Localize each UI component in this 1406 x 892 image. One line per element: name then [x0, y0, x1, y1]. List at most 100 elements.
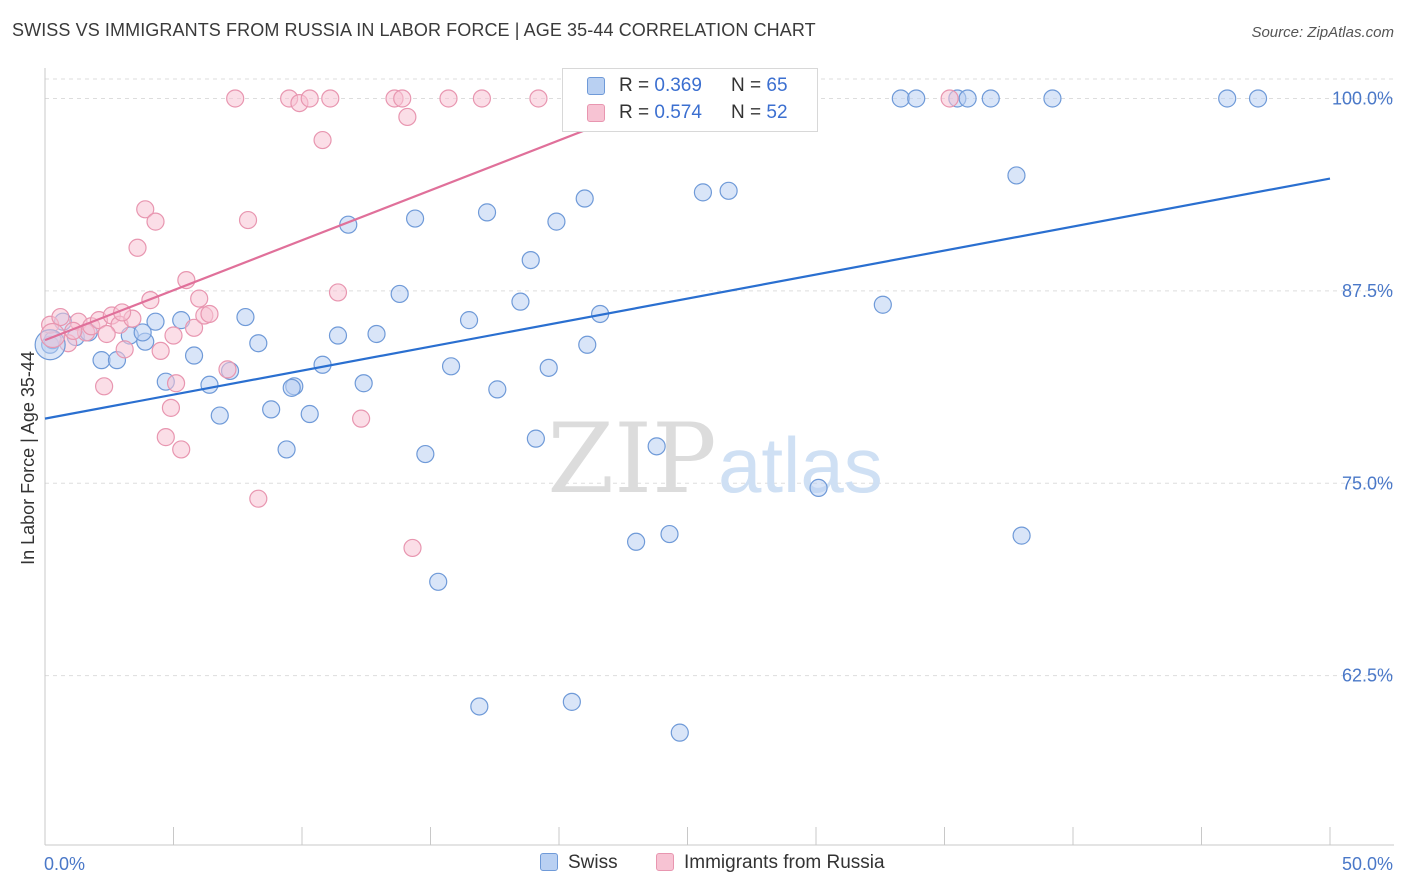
swiss-point	[958, 89, 977, 108]
chart-title: SWISS VS IMMIGRANTS FROM RUSSIA IN LABOR…	[12, 20, 816, 40]
x-tick-label-min: 0.0%	[44, 854, 85, 874]
swiss-point	[459, 311, 479, 330]
swiss-point	[526, 429, 545, 448]
trend-layer	[44, 94, 1331, 420]
swiss-point	[891, 89, 910, 108]
legend-r-label: R =	[619, 75, 650, 96]
swiss-point	[539, 358, 558, 377]
watermark-zip: ZIP	[547, 403, 716, 515]
grid-layer	[45, 78, 1394, 677]
legend-r-swiss: R = 0.369	[619, 75, 702, 97]
swiss-point	[477, 203, 497, 222]
bottom-legend-swiss[interactable]: Swiss	[540, 852, 618, 874]
bottom-legend-russia[interactable]: Immigrants from Russia	[656, 852, 885, 874]
bottom-legend-swatch-russia	[656, 853, 674, 871]
swiss-point	[405, 209, 425, 228]
russia-point	[151, 341, 170, 361]
legend-swatch-swiss	[587, 77, 605, 95]
swiss-point	[249, 334, 268, 353]
russia-point	[249, 489, 268, 508]
legend-n-russia: N = 52	[731, 102, 788, 124]
russia-point	[529, 89, 548, 108]
y-axis-label: In Labor Force | Age 35-44	[18, 351, 38, 565]
swiss-point	[300, 404, 319, 424]
swiss-point	[146, 312, 165, 331]
swiss-point	[282, 378, 301, 397]
bottom-legend-swatch-swiss	[540, 853, 558, 871]
swiss-point	[809, 478, 828, 498]
russia-trendline	[44, 94, 676, 342]
swiss-point	[390, 284, 409, 304]
legend-n-label: N =	[731, 102, 762, 123]
swiss-point	[907, 89, 926, 108]
swiss-point	[200, 375, 219, 394]
swiss-trendline	[44, 177, 1331, 420]
russia-point	[398, 107, 417, 127]
swiss-point	[1012, 526, 1031, 545]
swiss-point	[660, 524, 679, 544]
russia-point	[940, 89, 959, 108]
legend-r-russia: R = 0.574	[619, 102, 702, 124]
russia-point	[393, 89, 412, 108]
swiss-point	[210, 406, 229, 425]
swiss-point	[277, 440, 296, 459]
russia-point	[97, 324, 116, 344]
russia-point	[146, 212, 165, 231]
russia-point	[190, 289, 209, 308]
swiss-point	[1043, 89, 1062, 108]
russia-point	[403, 538, 422, 558]
swiss-point	[981, 89, 1000, 108]
y-tick-label: 87.5%	[1342, 281, 1393, 301]
swiss-point	[184, 346, 204, 365]
swiss-point	[626, 532, 646, 551]
swiss-point	[1218, 89, 1237, 108]
stats-legend: R = 0.369 N = 65 R = 0.574 N = 52	[562, 68, 818, 132]
swiss-point	[416, 444, 435, 464]
russia-point	[128, 238, 147, 257]
russia-point	[472, 89, 491, 108]
russia-point	[115, 340, 134, 359]
russia-point	[161, 398, 181, 417]
watermark: ZIP atlas	[547, 403, 882, 515]
legend-swatch-russia	[587, 104, 605, 122]
swiss-point	[1007, 166, 1026, 185]
russia-point	[164, 326, 183, 345]
russia-point	[439, 89, 458, 108]
russia-point	[95, 377, 114, 396]
russia-point	[166, 374, 186, 393]
swiss-point	[693, 183, 713, 202]
swiss-point	[236, 307, 255, 327]
swiss-point	[578, 335, 597, 354]
swiss-point	[441, 357, 461, 376]
russia-point	[184, 318, 204, 337]
swiss-point	[470, 697, 489, 716]
swiss-point	[562, 692, 581, 711]
source-credit: Source: ZipAtlas.com	[1251, 24, 1394, 41]
watermark-atlas: atlas	[718, 421, 883, 509]
legend-n-value-russia: 52	[766, 102, 788, 123]
swiss-point	[488, 380, 507, 399]
swiss-point	[547, 212, 566, 231]
russia-point	[226, 89, 245, 108]
swiss-point	[647, 437, 666, 456]
swiss-point	[719, 181, 738, 200]
russia-point	[172, 440, 191, 459]
swiss-point	[92, 351, 111, 370]
russia-point	[238, 210, 258, 230]
swiss-point	[354, 374, 373, 393]
y-tick-label: 100.0%	[1332, 88, 1393, 108]
russia-point	[321, 89, 340, 108]
russia-point	[300, 89, 319, 108]
swiss-point	[367, 324, 386, 344]
points-layer	[34, 89, 1268, 742]
swiss-point	[1248, 89, 1268, 108]
bottom-legend-label-swiss: Swiss	[568, 852, 618, 873]
legend-n-value-swiss: 65	[766, 75, 788, 96]
y-tick-label: 62.5%	[1342, 666, 1393, 686]
russia-cluster-point	[40, 322, 66, 349]
swiss-point	[873, 295, 892, 314]
russia-point	[313, 130, 332, 150]
swiss-point	[133, 323, 152, 342]
legend-r-value-russia: 0.574	[654, 102, 702, 123]
legend-n-swiss: N = 65	[731, 75, 788, 97]
